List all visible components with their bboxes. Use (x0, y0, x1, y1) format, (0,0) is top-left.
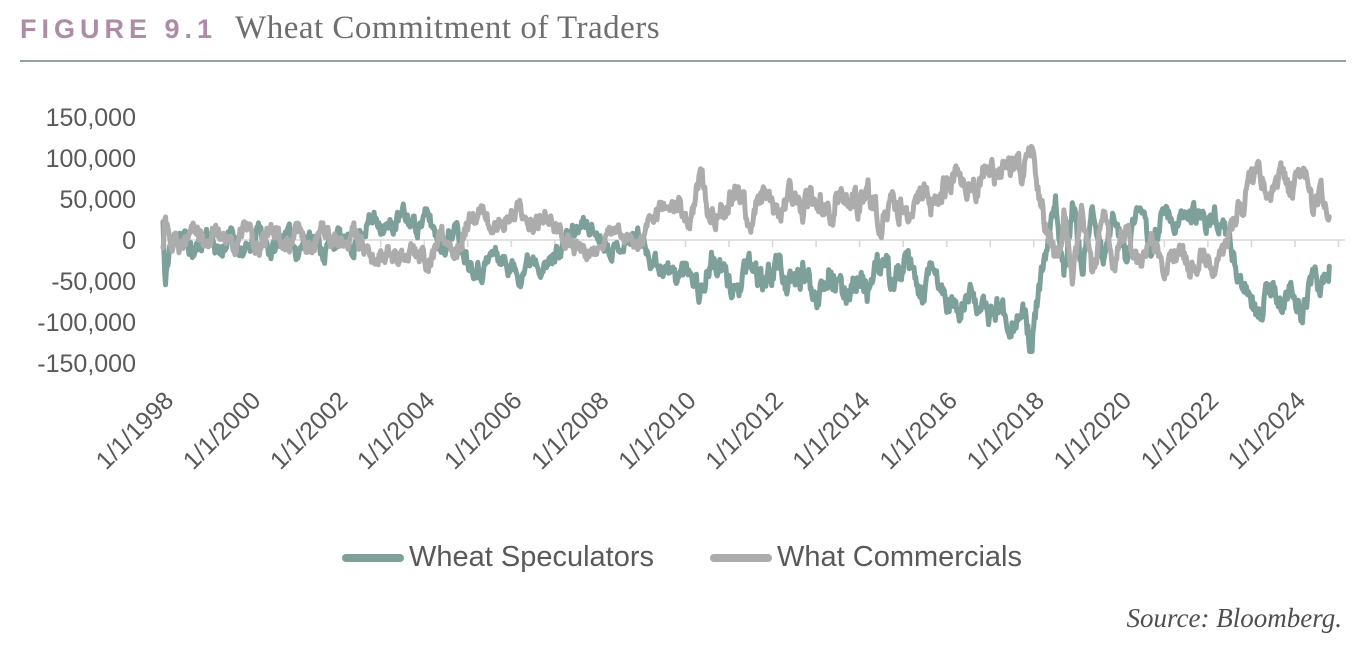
x-axis-tick-label: 1/1/2024 (1223, 386, 1312, 475)
y-axis-tick-label: 100,000 (46, 145, 136, 173)
y-axis-tick-label: 0 (122, 227, 136, 255)
y-axis-tick-label: -150,000 (37, 350, 136, 378)
y-axis-tick-label: -50,000 (51, 268, 136, 296)
x-axis-tick-label: 1/1/2006 (439, 386, 528, 475)
x-axis-tick-label: 1/1/2018 (961, 386, 1050, 475)
x-axis-tick-label: 1/1/2012 (700, 386, 789, 475)
x-axis-tick-label: 1/1/2000 (178, 386, 267, 475)
legend-label-what-commercials: What Commercials (777, 541, 1022, 573)
x-axis-tick-label: 1/1/2014 (787, 386, 876, 475)
source-credit: Source: Bloomberg. (1126, 603, 1342, 633)
figure-label: FIGURE 9.1 (20, 14, 218, 44)
cot-line-chart: 150,000 100,000 50,000 0 -50,000 -100,000 -150… (37, 104, 1345, 475)
chart-legend: Wheat Speculators What Commercials (0, 541, 1364, 574)
figure-header: FIGURE 9.1 Wheat Commitment of Traders (20, 10, 660, 47)
x-axis-tick-label: 1/1/2016 (874, 386, 963, 475)
series-path-what-commercials (160, 143, 1332, 287)
legend-item-wheat-speculators: Wheat Speculators (342, 541, 654, 574)
legend-label-wheat-speculators: Wheat Speculators (409, 541, 655, 573)
y-axis-tick-label: 150,000 (46, 104, 136, 132)
x-axis-tick-label: 1/1/1998 (91, 386, 180, 475)
x-axis-tick-label: 1/1/2010 (613, 386, 702, 475)
x-axis-tick-label: 1/1/2004 (352, 386, 441, 475)
what-commercials-line-swatch-icon (710, 553, 773, 562)
x-axis-tick-label: 1/1/2020 (1048, 386, 1137, 475)
x-axis-tick-label: 1/1/2008 (526, 386, 615, 475)
x-axis-tick-label: 1/1/2022 (1136, 386, 1225, 475)
y-axis-tick-label: 50,000 (60, 186, 136, 214)
x-axis-tick-label: 1/1/2002 (265, 386, 354, 475)
y-axis-tick-label: -100,000 (37, 309, 136, 337)
wheat-speculators-line-swatch-icon (342, 553, 405, 562)
figure-title: Wheat Commitment of Traders (235, 10, 661, 46)
legend-item-what-commercials: What Commercials (710, 541, 1022, 574)
title-rule (20, 60, 1346, 62)
